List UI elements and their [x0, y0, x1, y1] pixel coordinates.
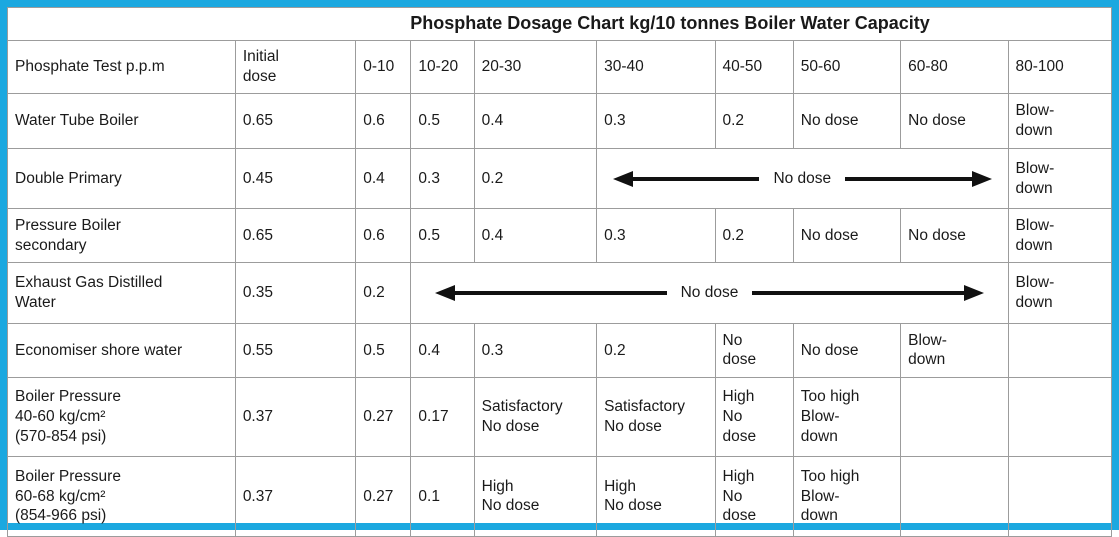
arrow-right-icon: [971, 170, 992, 187]
table-cell: Too high Blow- down: [792, 455, 902, 537]
table-cell: Satisfactory No dose: [473, 376, 598, 457]
column-header-0-10: 0-10: [355, 40, 412, 94]
table-cell: Too high Blow- down: [792, 376, 902, 457]
table-cell: Blow- down: [1007, 208, 1113, 264]
table-cell: 0.3: [596, 93, 716, 149]
table-cell: 0.6: [355, 93, 412, 149]
arrow-label: No dose: [680, 284, 739, 302]
row-header-double-primary: Double Primary: [7, 147, 236, 210]
arrow-line: [455, 291, 667, 296]
table-cell: 0.17: [410, 376, 475, 457]
table-cell: 0.3: [473, 322, 598, 378]
arrow-line: [845, 176, 972, 181]
table-cell: High No dose: [714, 376, 794, 457]
table-cell: 0.3: [410, 147, 475, 210]
column-header-50-60: 50-60: [792, 40, 902, 94]
table-cell: Blow- down: [1007, 93, 1113, 149]
no-dose-span-cell: No dose: [410, 262, 1009, 324]
table-cell: 0.55: [234, 322, 357, 378]
table-cell: [900, 376, 1009, 457]
double-arrow: No dose: [412, 283, 1007, 303]
table-cell: 0.5: [410, 208, 475, 264]
column-header-80-100: 80-100: [1007, 40, 1113, 94]
table-cell: 0.6: [355, 208, 412, 264]
table-row: Double Primary 0.45 0.4 0.3 0.2 No dose …: [7, 147, 1113, 210]
table-row: Water Tube Boiler 0.65 0.6 0.5 0.4 0.3 0…: [7, 93, 1113, 149]
column-header-phosphate-test: Phosphate Test p.p.m: [7, 40, 236, 94]
table-cell: No dose: [792, 93, 902, 149]
table-cell: 0.37: [234, 376, 357, 457]
table-cell: [1007, 376, 1113, 457]
table-cell: Blow- down: [900, 322, 1009, 378]
table-cell: No dose: [900, 93, 1009, 149]
table-cell: [1007, 455, 1113, 537]
table-cell: High No dose: [473, 455, 598, 537]
table-cell: 0.5: [410, 93, 475, 149]
double-arrow: No dose: [598, 169, 1007, 189]
row-header-boiler-pressure-40-60: Boiler Pressure 40-60 kg/cm² (570-854 ps…: [7, 376, 236, 457]
row-header-exhaust-gas-distilled-water: Exhaust Gas Distilled Water: [7, 262, 236, 324]
table-cell: [1007, 322, 1113, 378]
row-header-boiler-pressure-60-68: Boiler Pressure 60-68 kg/cm² (854-966 ps…: [7, 455, 236, 537]
table-cell: 0.2: [473, 147, 598, 210]
table-cell: 0.2: [355, 262, 412, 324]
table-row: Exhaust Gas Distilled Water 0.35 0.2 No …: [7, 262, 1113, 324]
table-cell: High No dose: [596, 455, 716, 537]
table-cell: No dose: [792, 208, 902, 264]
arrow-line: [633, 176, 760, 181]
table-cell: 0.4: [473, 208, 598, 264]
row-header-economiser-shore-water: Economiser shore water: [7, 322, 236, 378]
column-header-10-20: 10-20: [410, 40, 475, 94]
row-header-water-tube-boiler: Water Tube Boiler: [7, 93, 236, 149]
column-header-initial-dose: Initial dose: [234, 40, 357, 94]
table-cell: No dose: [792, 322, 902, 378]
column-header-40-50: 40-50: [714, 40, 794, 94]
table-cell: 0.65: [234, 93, 357, 149]
table-title: Phosphate Dosage Chart kg/10 tonnes Boil…: [7, 7, 1112, 41]
table-row: Boiler Pressure 60-68 kg/cm² (854-966 ps…: [7, 455, 1113, 537]
table-cell: 0.4: [473, 93, 598, 149]
table-cell: 0.27: [355, 455, 412, 537]
table-cell: 0.2: [596, 322, 716, 378]
arrow-right-icon: [963, 285, 984, 302]
arrow-left-icon: [435, 285, 456, 302]
table-cell: 0.65: [234, 208, 357, 264]
table-cell: 0.37: [234, 455, 357, 537]
column-header-60-80: 60-80: [900, 40, 1009, 94]
table-cell: [900, 455, 1009, 537]
table-cell: 0.4: [355, 147, 412, 210]
table-cell: 0.45: [234, 147, 357, 210]
arrow-label: No dose: [773, 169, 832, 187]
dosage-table: Phosphate Dosage Chart kg/10 tonnes Boil…: [7, 7, 1113, 537]
table-cell: 0.2: [714, 93, 794, 149]
table-cell: No dose: [714, 322, 794, 378]
arrow-left-icon: [613, 170, 634, 187]
table-cell: Blow- down: [1007, 147, 1113, 210]
table-cell: 0.4: [410, 322, 475, 378]
table-cell: 0.5: [355, 322, 412, 378]
table-cell: Blow- down: [1007, 262, 1113, 324]
table-cell: 0.35: [234, 262, 357, 324]
no-dose-span-cell: No dose: [596, 147, 1009, 210]
row-header-pressure-boiler-secondary: Pressure Boiler secondary: [7, 208, 236, 264]
column-header-20-30: 20-30: [473, 40, 598, 94]
table-row: Pressure Boiler secondary 0.65 0.6 0.5 0…: [7, 208, 1113, 264]
table-row: Boiler Pressure 40-60 kg/cm² (570-854 ps…: [7, 376, 1113, 457]
table-cell: 0.3: [596, 208, 716, 264]
table-cell: 0.1: [410, 455, 475, 537]
table-cell: High No dose: [714, 455, 794, 537]
table-cell: 0.27: [355, 376, 412, 457]
column-header-30-40: 30-40: [596, 40, 716, 94]
table-cell: 0.2: [714, 208, 794, 264]
arrow-line: [752, 291, 964, 296]
table-cell: No dose: [900, 208, 1009, 264]
table-cell: Satisfactory No dose: [596, 376, 716, 457]
table-row: Economiser shore water 0.55 0.5 0.4 0.3 …: [7, 322, 1113, 378]
